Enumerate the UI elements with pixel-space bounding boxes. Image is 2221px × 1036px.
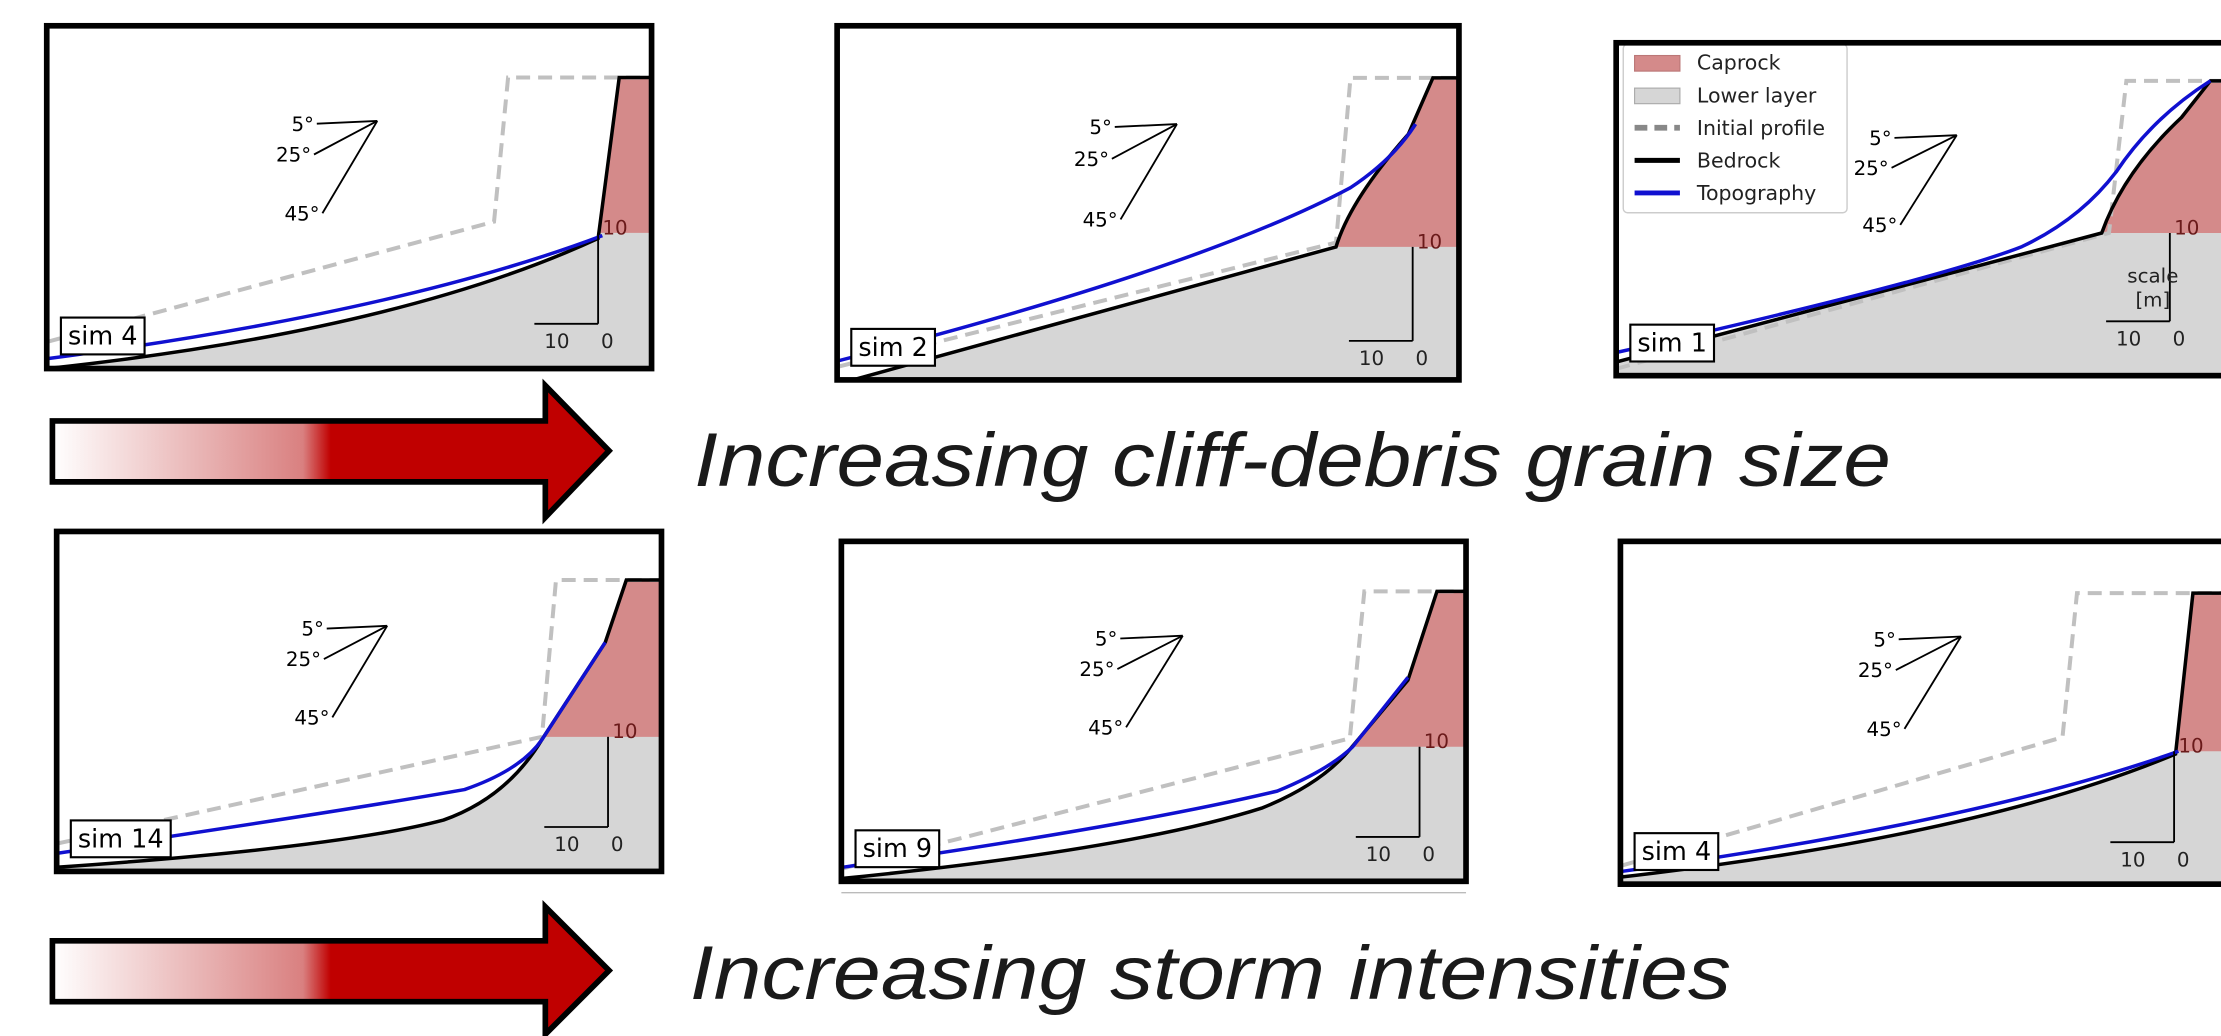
scale-label: 10 — [1366, 843, 1391, 866]
angle-label: 25° — [1079, 658, 1114, 681]
panel: 5° 25° 45° 10 10 0 sim 9 — [841, 541, 1466, 881]
sim-label: sim 1 — [1637, 329, 1707, 359]
scale-label: 10 — [602, 216, 627, 239]
scale-label: 10 — [2116, 327, 2141, 350]
angle-label: 25° — [1858, 659, 1893, 682]
legend-swatch — [1635, 56, 1680, 72]
angle-label: 45° — [1088, 716, 1123, 739]
sim-label: sim 4 — [1642, 837, 1712, 867]
scale-label: 0 — [611, 833, 624, 856]
angle-line — [1899, 637, 1961, 640]
angle-line — [1115, 124, 1177, 127]
figure: Increasing cliff-debris grain size Incre… — [0, 0, 2221, 1036]
angle-line — [1894, 135, 1956, 138]
panel-body: 5° 25° 45° 10 10 0 sim 9 — [841, 591, 1466, 881]
sim-label: sim 2 — [858, 333, 928, 363]
angle-label: 5° — [301, 618, 324, 641]
scale-label: 10 — [2174, 216, 2199, 239]
caprock — [598, 78, 651, 233]
caprock — [1337, 78, 1458, 247]
panel-body: 5° 25° 45° 10 10 0 sim 4 — [47, 78, 652, 369]
angle-label: 25° — [1074, 148, 1109, 171]
angle-label: 5° — [1869, 127, 1892, 150]
scale-label: 0 — [1416, 347, 1429, 370]
arrow — [52, 907, 609, 1034]
scale-label: 10 — [1424, 730, 1449, 753]
page: Increasing cliff-debris grain size Incre… — [0, 0, 2221, 1036]
angle-label: 45° — [1862, 214, 1897, 237]
scale-label: 10 — [612, 720, 637, 743]
legend-label: Topography — [1696, 181, 1816, 205]
sim-label: sim 9 — [863, 834, 932, 864]
angle-label: 5° — [291, 113, 314, 136]
scale-label: 10 — [544, 330, 569, 353]
angle-line — [327, 626, 387, 629]
panel-body: 5° 25° 45° 10 10 0 sim 2 — [837, 78, 1459, 384]
panel: 5° 25° 45° 10 10 0 sim 2 — [837, 26, 1459, 384]
caption: Increasing cliff-debris grain size — [694, 418, 1891, 503]
panel: 5° 25° 45° 10 10 0 sim 4 — [1620, 541, 2221, 884]
angle-label: 25° — [1854, 157, 1889, 180]
scale-label: 10 — [1359, 347, 1384, 370]
scale-label: 10 — [1417, 230, 1442, 253]
angle-label: 25° — [276, 144, 311, 167]
scale-title: [m] — [2135, 289, 2170, 312]
legend-label: Caprock — [1697, 51, 1781, 75]
panel-body: 5° 25° 45° 10 10 0 sim 4 — [1620, 593, 2221, 884]
panel: 5° 25° 45° 10 10 0 scale[m] sim 1 Caprock Lower l… — [1616, 43, 2221, 376]
panel: 5° 25° 45° 10 10 0 sim 4 — [47, 26, 652, 369]
legend-swatch — [1635, 88, 1680, 104]
legend-label: Bedrock — [1697, 148, 1781, 172]
scale-label: 0 — [1422, 843, 1435, 866]
caprock — [2102, 81, 2221, 233]
scale-label: 0 — [2173, 327, 2186, 350]
arrow — [52, 386, 609, 518]
scale-label: 10 — [554, 833, 579, 856]
angle-label: 5° — [1873, 628, 1896, 651]
angle-line — [317, 121, 377, 124]
legend-label: Lower layer — [1697, 83, 1817, 107]
legend-label: Initial profile — [1697, 116, 1825, 140]
scale-label: 0 — [2177, 848, 2190, 871]
angle-label: 5° — [1089, 116, 1112, 139]
sim-label: sim 14 — [78, 824, 164, 854]
scale-label: 10 — [2178, 735, 2203, 758]
angle-label: 45° — [284, 202, 319, 225]
panel: 5° 25° 45° 10 10 0 sim 14 — [57, 531, 662, 871]
angle-label: 45° — [294, 706, 329, 729]
scale-title: scale — [2127, 265, 2178, 288]
caption: Increasing storm intensities — [690, 931, 1731, 1016]
angle-line — [1120, 636, 1182, 639]
angle-label: 5° — [1095, 628, 1118, 651]
sim-label: sim 4 — [68, 321, 137, 351]
angle-label: 45° — [1083, 209, 1118, 232]
angle-label: 25° — [286, 648, 321, 671]
scale-label: 0 — [601, 330, 614, 353]
panel-body: 5° 25° 45° 10 10 0 sim 14 — [57, 580, 662, 871]
angle-label: 45° — [1867, 718, 1902, 741]
panel-body: 5° 25° 45° 10 10 0 scale[m] sim 1 Caprock Lower l… — [1616, 44, 2221, 375]
scale-label: 10 — [2120, 848, 2145, 871]
caprock — [1350, 591, 1466, 746]
caprock — [2176, 593, 2221, 751]
